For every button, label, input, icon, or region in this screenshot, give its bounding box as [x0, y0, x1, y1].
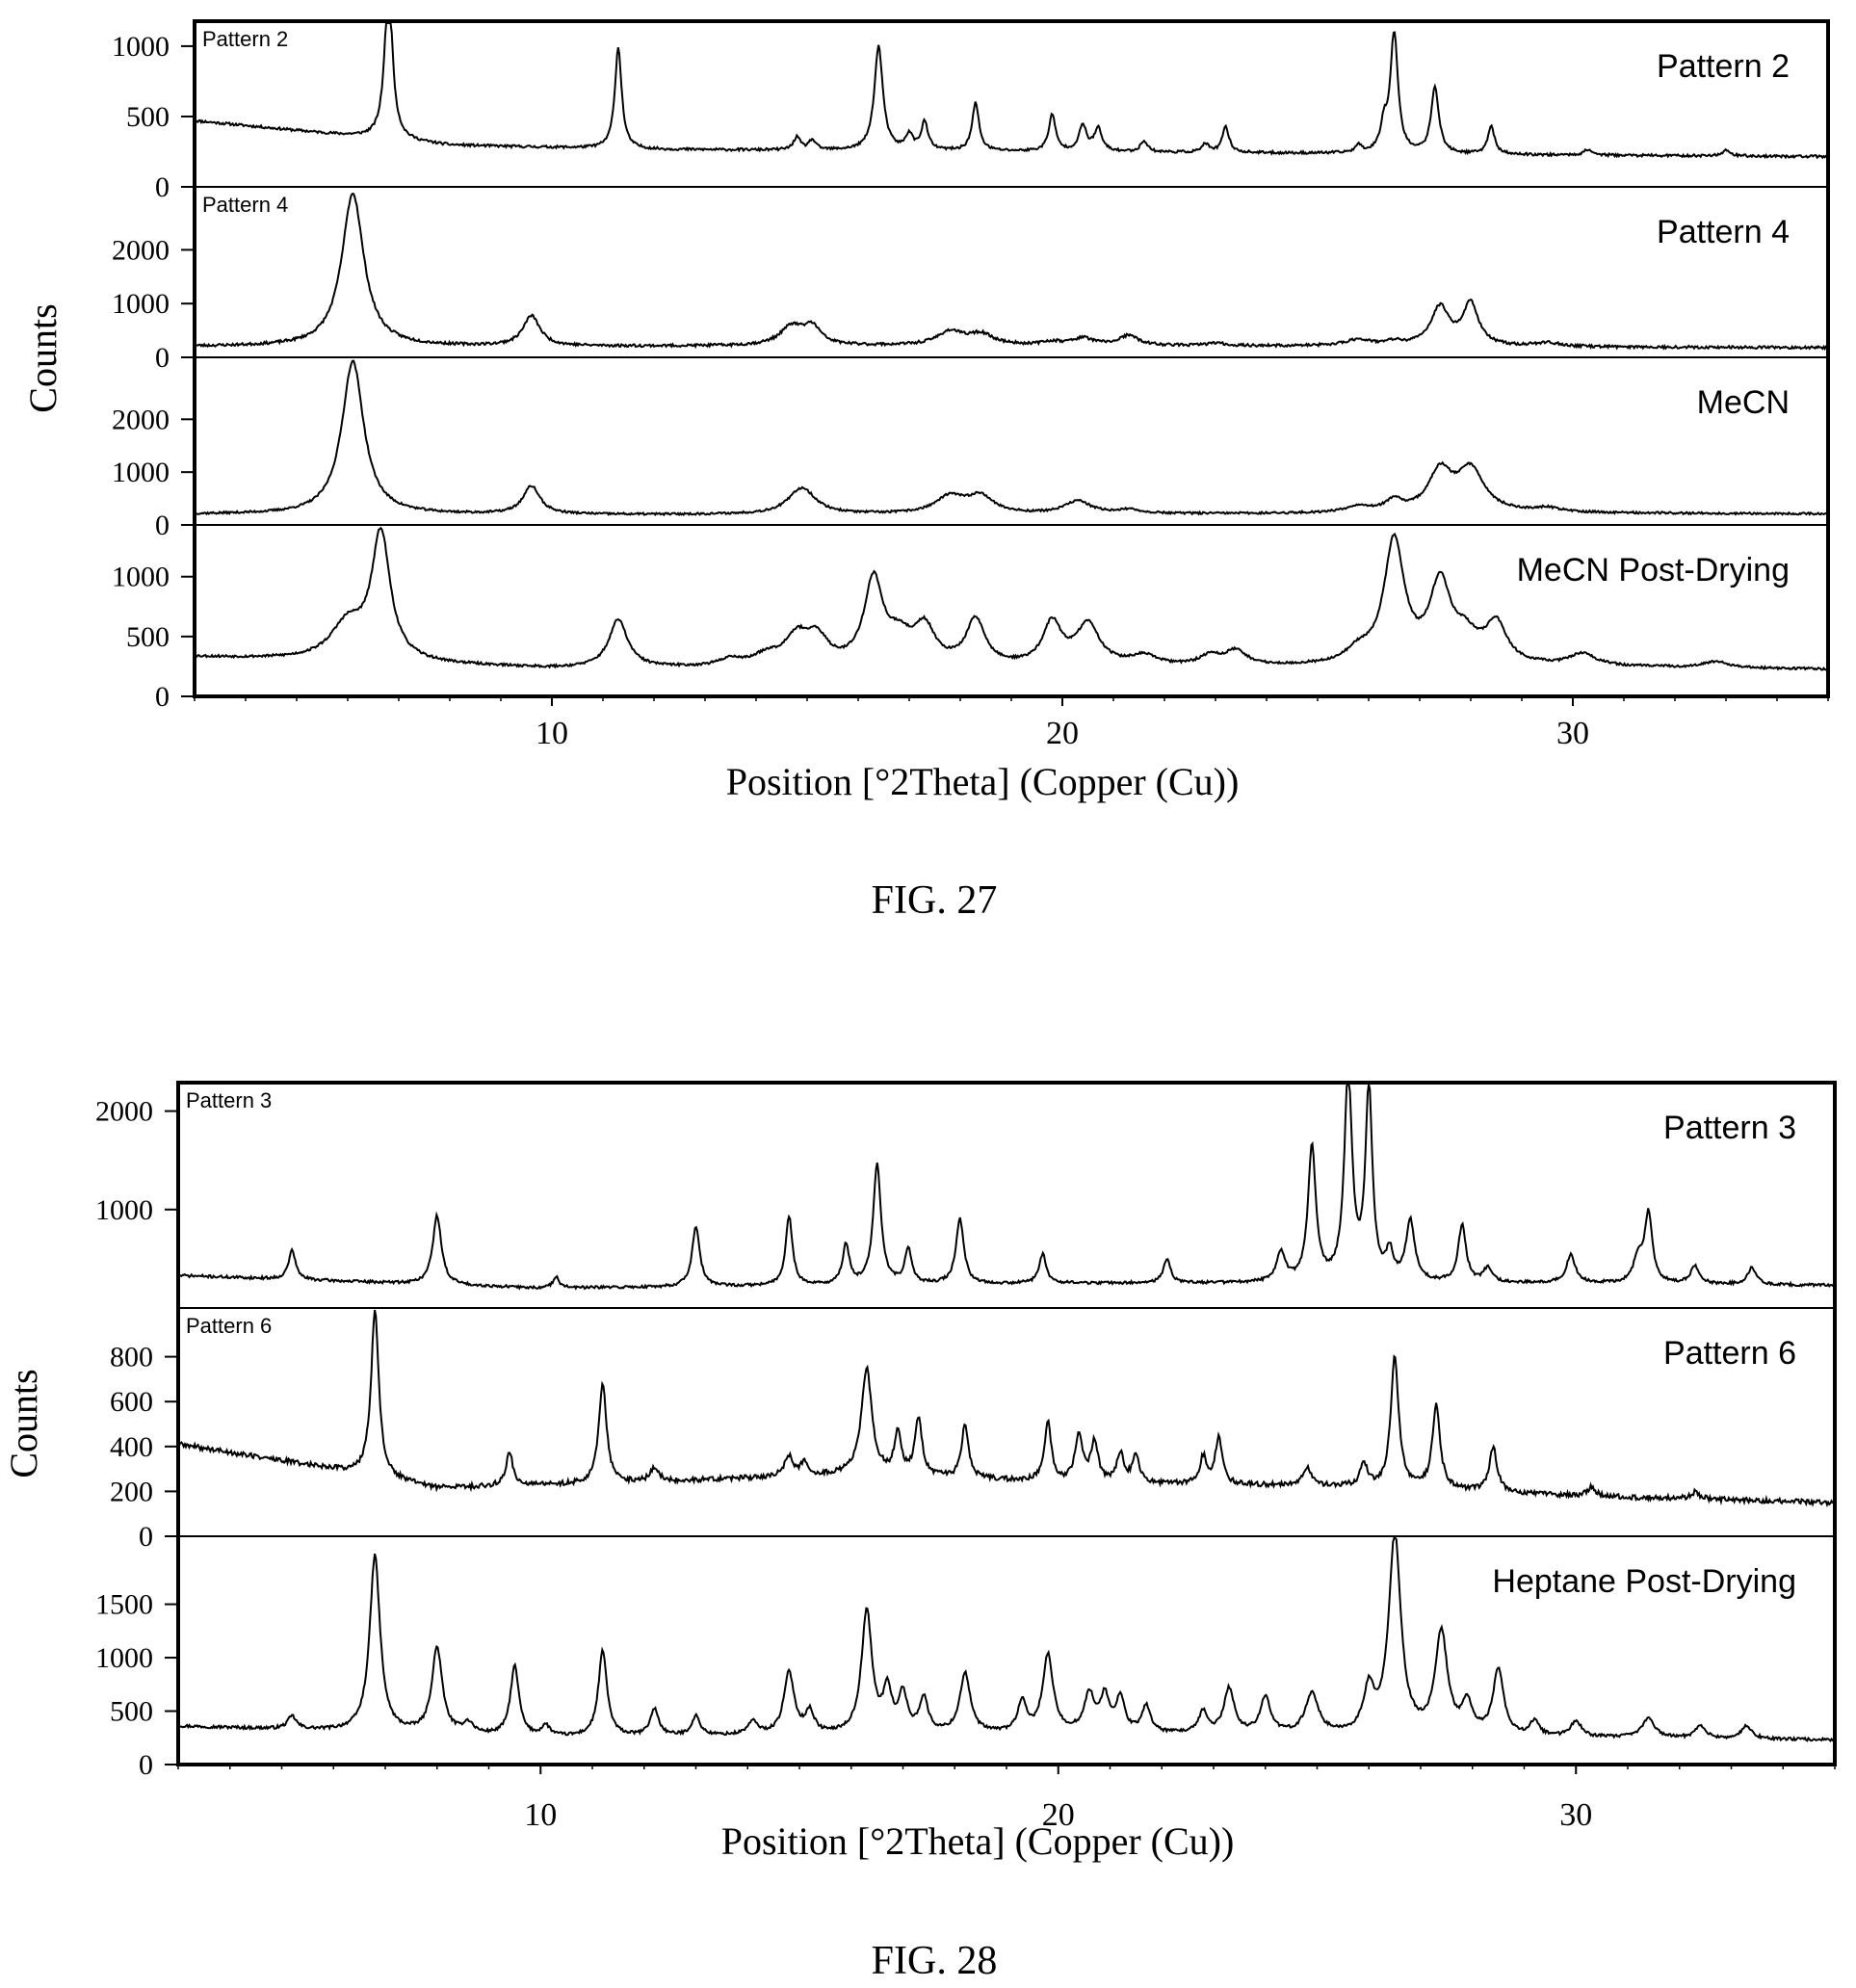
plot-frame: [193, 19, 1830, 698]
x-tick-label: 30: [1559, 1797, 1592, 1833]
x-tick-label: 20: [1042, 1797, 1075, 1833]
plot-frame: [176, 1081, 1837, 1766]
panel-pattern-2: 0 500 1000 Pattern 2 Pattern 2: [112, 22, 1829, 203]
y-tick-label: 0: [139, 1521, 153, 1553]
series-label: Pattern 6: [1663, 1335, 1796, 1372]
figure-caption: FIG. 27: [872, 878, 998, 923]
y-tick-label: 1000: [95, 1194, 153, 1226]
series-label: MeCN Post-Drying: [1517, 552, 1790, 589]
x-tick-label: 10: [524, 1797, 557, 1833]
y-tick-label: 1000: [95, 1642, 153, 1674]
y-tick-label: 1000: [112, 562, 170, 593]
y-tick-label: 0: [139, 1749, 153, 1781]
y-tick-label: 500: [126, 621, 170, 653]
x-axis-title: Position [°2Theta] (Copper (Cu)): [721, 1819, 1235, 1863]
y-tick-label: 0: [155, 510, 170, 541]
pattern-line: [194, 526, 1829, 671]
pattern-line: [194, 359, 1829, 517]
y-tick-label: 0: [155, 681, 170, 713]
panel-heptane-post-drying: 0 500 1000 1500 Heptane Post-Drying: [95, 1537, 1836, 1781]
figure-caption: FIG. 28: [872, 1939, 998, 1983]
panel-pattern-4: 0 1000 2000 Pattern 4 Pattern 4: [112, 193, 1829, 374]
y-tick-label: 2000: [112, 234, 170, 266]
y-tick-label: 500: [126, 101, 170, 133]
pattern-line: [177, 1309, 1836, 1508]
x-tick-label: 30: [1556, 716, 1589, 751]
y-tick-label: 2000: [112, 404, 170, 435]
y-tick-label: 200: [110, 1476, 153, 1507]
y-tick-label: 1000: [112, 457, 170, 488]
panel-pattern-3: 1000 2000 Pattern 3 Pattern 3: [95, 1084, 1836, 1309]
panel-corner-label: Pattern 6: [186, 1314, 272, 1338]
y-axis-title: Counts: [21, 303, 65, 412]
pattern-line: [195, 22, 1829, 160]
y-tick-label: 800: [110, 1342, 153, 1373]
x-axis-title: Position [°2Theta] (Copper (Cu)): [726, 760, 1240, 803]
y-tick-label: 500: [110, 1696, 153, 1728]
panel-mecn-post-drying: 0 500 1000 MeCN Post-Drying: [112, 526, 1829, 713]
series-label: Heptane Post-Drying: [1492, 1563, 1796, 1600]
y-tick-label: 0: [155, 171, 170, 203]
y-axis-title: Counts: [2, 1369, 45, 1478]
panel-pattern-6: 0 200 400 600 800 Pattern 6 Pattern 6: [110, 1309, 1836, 1553]
series-label: Pattern 4: [1657, 214, 1790, 250]
y-tick-label: 1000: [112, 288, 170, 320]
y-tick-label: 600: [110, 1386, 153, 1418]
pattern-line: [177, 1084, 1836, 1291]
pattern-line: [177, 1537, 1836, 1743]
y-tick-label: 1500: [95, 1589, 153, 1621]
series-label: Pattern 2: [1657, 48, 1790, 85]
y-tick-label: 400: [110, 1431, 153, 1463]
panel-corner-label: Pattern 4: [202, 193, 288, 217]
x-tick-label: 20: [1046, 716, 1079, 751]
series-label: Pattern 3: [1663, 1110, 1796, 1146]
x-tick-label: 10: [536, 716, 568, 751]
y-tick-label: 2000: [95, 1096, 153, 1128]
panel-mecn: 0 1000 2000 MeCN: [112, 359, 1829, 541]
pattern-line: [194, 193, 1829, 352]
panel-corner-label: Pattern 2: [202, 27, 288, 51]
series-label: MeCN: [1697, 384, 1790, 421]
y-tick-label: 0: [155, 342, 170, 374]
panel-corner-label: Pattern 3: [186, 1088, 272, 1112]
y-tick-label: 1000: [112, 31, 170, 63]
